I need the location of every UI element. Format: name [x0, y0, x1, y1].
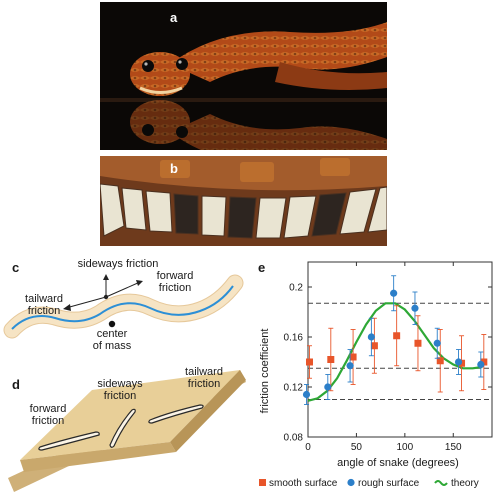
legend-smooth-label: smooth surface	[269, 478, 338, 489]
theory-curve	[307, 302, 483, 402]
label-center-of-mass-1: center	[96, 328, 128, 340]
legend-rough-label: rough surface	[358, 478, 420, 489]
snake-tailward	[148, 404, 204, 424]
friction-board-diagram	[8, 370, 246, 492]
y-axis-label: friction coefficient	[259, 329, 271, 414]
rough-surface-point	[324, 383, 332, 391]
rough-surface-point	[390, 289, 398, 297]
label-sideways-friction: sideways friction	[77, 258, 159, 270]
label-d-tailward-1: tailward	[185, 366, 223, 378]
x-tick-label: 150	[445, 442, 462, 453]
legend-theory-label: theory	[451, 478, 479, 489]
y-tick-label: 0.16	[284, 333, 304, 344]
label-tailward-friction-1: tailward	[25, 293, 63, 305]
snake-head-illustration	[100, 2, 387, 150]
label-forward-friction-2: friction	[158, 282, 192, 294]
snake-midline	[11, 285, 234, 330]
y-tick-label: 0.2	[289, 283, 303, 294]
label-center-of-mass-2: of mass	[92, 340, 132, 352]
y-tick-label: 0.12	[284, 383, 304, 394]
label-d-forward-2: friction	[31, 415, 65, 427]
tailward-arrow	[65, 296, 107, 309]
rough-surface-point	[367, 333, 375, 341]
x-axis-label: angle of snake (degrees)	[337, 457, 459, 469]
center-of-mass-dot	[108, 320, 116, 328]
board-edge-front	[20, 442, 176, 472]
smooth-surface-point	[327, 356, 335, 363]
panel-letter-a: a	[170, 10, 178, 25]
label-d-forward-1: forward	[29, 403, 67, 415]
label-d-sideways-1: sideways	[97, 378, 143, 390]
smooth-surface-point	[349, 353, 357, 361]
belly-scales-illustration	[100, 156, 387, 246]
label-tailward-friction-2: friction	[27, 305, 61, 317]
smooth-surface-point	[370, 342, 378, 350]
board-edge-side	[170, 370, 246, 452]
x-tick-label: 50	[351, 442, 363, 453]
rough-surface-point	[477, 360, 485, 369]
label-forward-friction-1: forward	[156, 270, 194, 282]
snake-schematic	[3, 274, 244, 339]
panel-letter-b: b	[170, 161, 178, 176]
x-tick-label: 0	[305, 442, 311, 453]
legend-rough-marker	[347, 478, 355, 487]
photo-belly-scales: b	[100, 156, 387, 246]
legend-smooth-marker	[259, 479, 266, 486]
plot-frame	[307, 261, 493, 438]
smooth-surface-point	[414, 339, 422, 347]
rough-surface-point	[454, 358, 463, 366]
x-tick-label: 100	[396, 442, 413, 453]
rough-surface-point	[302, 390, 311, 399]
smooth-surface-point	[480, 358, 488, 366]
label-d-tailward-2: friction	[187, 378, 221, 390]
panel-letter-d: d	[12, 377, 20, 392]
legend-theory-marker	[434, 480, 448, 486]
panel-letter-c: c	[12, 260, 20, 275]
smooth-surface-point	[306, 358, 313, 366]
smooth-surface-point	[436, 357, 444, 365]
smooth-surface-point	[393, 332, 401, 340]
forward-arrow	[105, 281, 141, 298]
rough-surface-point	[411, 304, 419, 312]
rough-surface-point	[433, 339, 441, 347]
friction-chart: 0 50 100 150 0.08 0.12 0.16 0.2 friction coeffi…	[259, 261, 493, 489]
y-tick-label: 0.08	[284, 433, 304, 444]
label-d-sideways-2: friction	[103, 390, 137, 402]
rough-surface-point	[346, 362, 354, 370]
snake-forward	[38, 431, 100, 451]
chart-legend: smooth surface rough surface theory	[259, 478, 479, 489]
photo-snake-head: a	[100, 2, 387, 150]
snake-sideways	[109, 408, 136, 448]
panel-letter-e: e	[258, 260, 266, 275]
